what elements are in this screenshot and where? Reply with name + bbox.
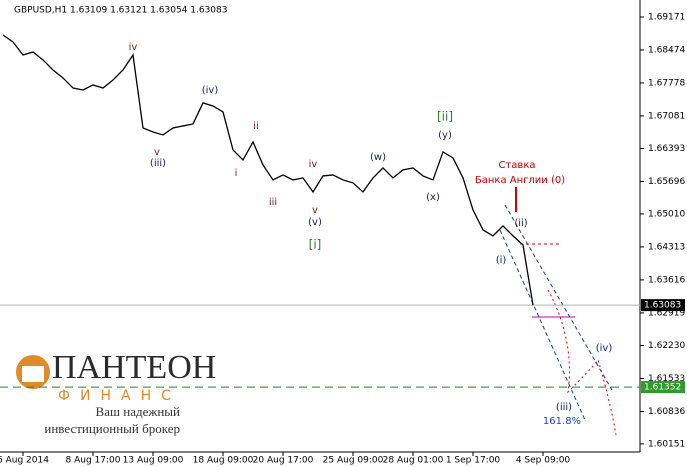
x-tick-label: 28 Aug 01:00 — [383, 456, 444, 466]
y-tick-label: 1.67081 — [648, 111, 685, 121]
wave-label: v — [154, 147, 160, 158]
wave-label: iv — [129, 42, 138, 53]
wave-label: i — [235, 168, 238, 179]
projection — [547, 289, 617, 436]
logo-brand: ПАНТЕОН — [52, 349, 216, 386]
wave-label: v — [312, 205, 318, 216]
wave-label: 161.8% — [543, 416, 581, 427]
price-line — [2, 34, 534, 306]
y-tick-label: 1.64313 — [648, 242, 685, 252]
logo: ПАНТЕОН ФИНАНС Ваш надежный инвестиционн… — [16, 349, 216, 436]
trend-line — [504, 204, 613, 391]
wave-label: iv — [309, 159, 318, 170]
y-tick-label: 1.61533 — [648, 374, 685, 384]
wave-label: (iii) — [556, 402, 572, 413]
y-tick-label: 1.69171 — [648, 12, 685, 22]
wave-label: (i) — [496, 255, 507, 266]
wave-label: [i] — [309, 238, 322, 252]
wave-label: (iii) — [150, 158, 166, 169]
y-tick-label: 1.65010 — [648, 209, 685, 219]
current-price-label: 1.63083 — [644, 301, 681, 311]
logo-slogan: Ваш надежный — [96, 404, 180, 419]
x-tick-label: 13 Aug 09:00 — [123, 456, 184, 466]
y-tick-label: 1.68474 — [648, 45, 685, 55]
wave-label: iii — [269, 197, 277, 208]
x-tick-label: 4 Sep 09:00 — [516, 456, 571, 466]
logo-sub: ФИНАНС — [58, 388, 181, 404]
target-level-box — [641, 381, 685, 394]
wave-label: [ii] — [437, 110, 453, 124]
x-tick-label: 8 Aug 17:00 — [66, 456, 121, 466]
current-price-box — [641, 299, 685, 312]
x-tick-label: 18 Aug 09:00 — [193, 456, 254, 466]
drawings — [0, 0, 641, 453]
logo-slogan: инвестиционный брокер — [44, 421, 180, 436]
y-tick-label: 1.62919 — [648, 308, 685, 318]
wave-label: ii — [253, 121, 259, 132]
y-tick-label: 1.62230 — [648, 341, 685, 351]
wave-label: Ставка — [499, 160, 536, 171]
wave-label: (ii) — [514, 218, 527, 229]
wave-label: Банка Англии (0) — [475, 175, 565, 186]
x-tick-label: 25 Aug 09:00 — [323, 456, 384, 466]
wave-label: (y) — [438, 130, 452, 141]
y-tick-label: 1.60836 — [648, 407, 685, 417]
x-tick-label: 6 Aug 2014 — [0, 456, 49, 466]
wave-label: (iv) — [596, 343, 613, 354]
y-tick-label: 1.60151 — [648, 439, 685, 449]
x-tick-label: 20 Aug 17:00 — [253, 456, 314, 466]
target-level-label: 1.61352 — [644, 383, 681, 393]
y-tick-label: 1.63616 — [648, 275, 685, 285]
wave-label: (iv) — [202, 85, 219, 96]
y-tick-label: 1.67778 — [648, 78, 685, 88]
chart-title: GBPUSD,H1 1.63109 1.63121 1.63054 1.6308… — [14, 6, 227, 16]
wave-label: (w) — [370, 152, 386, 163]
x-tick-label: 1 Sep 17:00 — [446, 456, 501, 466]
wave-label: (x) — [426, 192, 440, 203]
logo-icon-columns — [22, 366, 44, 382]
y-tick-label: 1.65696 — [648, 177, 685, 187]
y-tick-label: 1.66393 — [648, 144, 685, 154]
wave-label: (v) — [308, 217, 322, 228]
